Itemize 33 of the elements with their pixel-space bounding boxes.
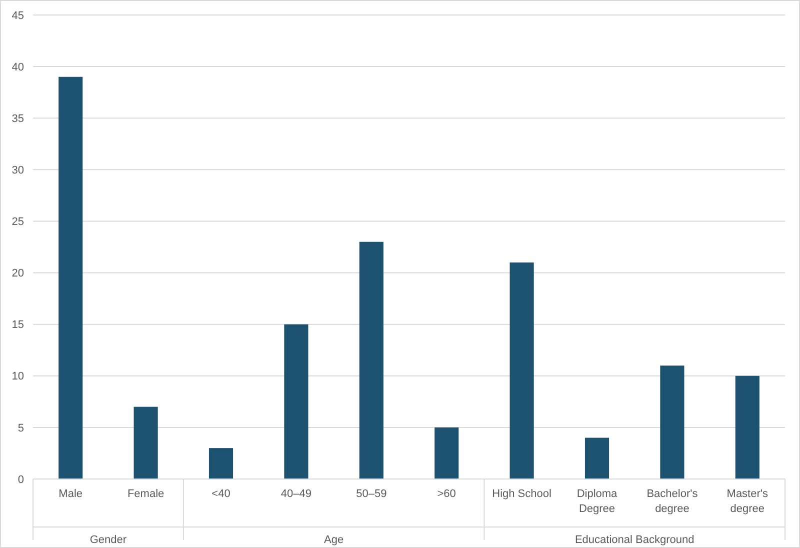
- bar: [359, 242, 384, 479]
- y-tick-label: 45: [12, 10, 24, 22]
- y-tick-label: 40: [12, 61, 24, 74]
- x-tick-label: Master's degree: [726, 488, 769, 515]
- text: Age: [324, 534, 344, 546]
- y-tick-label: 20: [12, 268, 24, 280]
- x-tick-label: 50–59: [356, 488, 387, 500]
- bar: [58, 76, 83, 479]
- bar: [735, 376, 760, 479]
- y-tick-label: 15: [12, 319, 24, 332]
- x-tick-label: Female: [127, 488, 164, 500]
- y-tick-label: 30: [12, 164, 24, 177]
- x-tick-label: Male: [58, 488, 83, 500]
- bar: [510, 262, 534, 479]
- y-tick-label: 5: [18, 422, 24, 434]
- x-tick-label: <40: [212, 488, 230, 500]
- y-tick-label: 10: [12, 370, 24, 383]
- y-tick-label: 35: [12, 112, 24, 125]
- bar: [284, 324, 308, 479]
- text: Gender: [90, 534, 127, 546]
- bar: [208, 448, 234, 479]
- text: Educational Background: [574, 534, 694, 546]
- x-tick-label: Diploma Degree: [576, 488, 618, 515]
- bar: [660, 366, 684, 479]
- bar: [584, 438, 610, 479]
- bar: [434, 427, 459, 479]
- x-tick-label: >60: [437, 488, 456, 500]
- y-tick-label: 0: [18, 474, 24, 486]
- x-tick-label: 40–49: [280, 488, 312, 500]
- bar: [134, 406, 158, 479]
- y-tick-label: 25: [12, 216, 24, 228]
- x-tick-label: High School: [492, 488, 552, 500]
- x-tick-label: Bachelor's degree: [646, 488, 698, 515]
